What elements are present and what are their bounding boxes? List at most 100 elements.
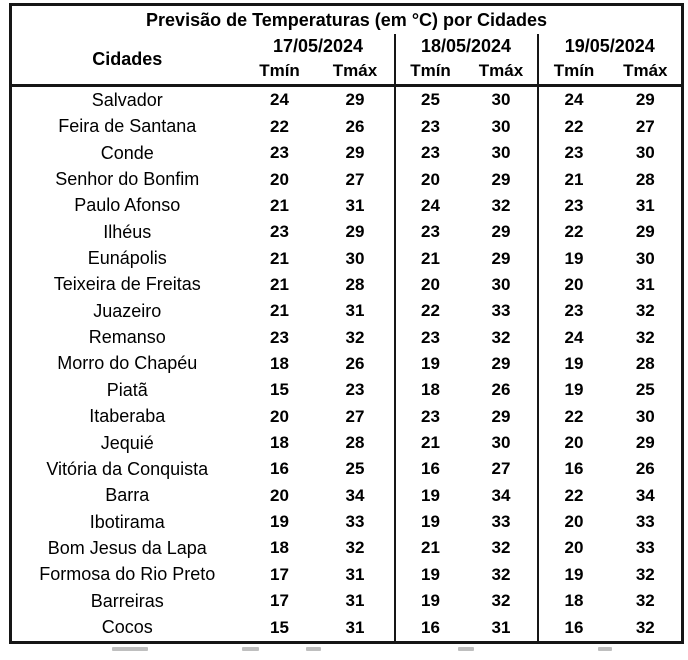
temp-cell: 20 [393,271,466,299]
temp-cell: 20 [536,271,610,299]
temp-cell: 18 [270,538,289,558]
temp-cell: 34 [345,485,365,505]
city-cell: Cocos [101,617,153,638]
temp-cell: 22 [536,219,610,246]
temp-cell: 30 [491,433,511,453]
temp-cell: 19 [536,350,610,378]
temp-cell: 33 [635,538,655,558]
table-row: Barreiras 17 31 19 32 18 32 [11,587,683,615]
temp-cell: 19 [536,245,610,272]
temp-cell: 25 [345,459,365,479]
temp-cell: 22 [536,113,610,141]
temp-cell: 29 [345,143,365,163]
temp-cell: 30 [345,248,365,268]
temp-cell: 21 [393,245,466,272]
temp-cell: 27 [345,169,365,189]
table-row: Barra 20 34 19 34 22 34 [11,482,683,509]
temp-cell: 30 [491,90,511,110]
temp-cell: 18 [393,377,466,404]
temp-cell: 19 [393,561,466,588]
city-cell: Feira de Santana [58,116,197,137]
temp-cell: 24 [393,192,466,220]
temp-cell: 23 [393,403,466,430]
temp-cell: 23 [393,113,466,141]
temp-cell: 32 [635,564,655,584]
temp-cell: 20 [270,485,289,505]
table-row: Jequié 18 28 21 30 20 29 [11,429,683,457]
date-header-1: 17/05/2024 [272,35,364,56]
temp-cell: 30 [491,143,511,163]
temp-cell: 19 [393,587,466,615]
table-row: Ilhéus 23 29 23 29 22 29 [11,219,683,246]
temp-cell: 23 [536,192,610,220]
temp-cell: 21 [270,301,289,321]
temp-cell: 32 [491,591,511,611]
temp-cell: 24 [270,90,289,110]
temp-cell: 27 [635,116,655,136]
tmin-header: Tmín [393,58,466,87]
temp-cell: 16 [393,614,466,643]
temp-cell: 29 [491,169,511,189]
temp-cell: 15 [270,380,289,400]
temp-cell: 21 [270,195,289,215]
table-row: Salvador 24 29 25 30 24 29 [11,85,683,114]
city-cell: Barra [105,485,150,506]
temp-cell: 23 [345,380,365,400]
temp-cell: 21 [270,248,289,268]
table-row: Itaberaba 20 27 23 29 22 30 [11,403,683,430]
temp-cell: 34 [491,485,511,505]
table-row: Bom Jesus da Lapa 18 32 21 32 20 33 [11,535,683,562]
temp-cell: 24 [536,85,610,114]
city-cell: Vitória da Conquista [46,458,209,479]
table-row: Vitória da Conquista 16 25 16 27 16 26 [11,456,683,483]
temp-cell: 30 [491,274,511,294]
tmax-header: Tmáx [316,58,395,87]
temp-cell: 33 [635,512,655,532]
date-header-2: 18/05/2024 [393,34,538,58]
temp-cell: 22 [270,116,289,136]
temp-cell: 22 [536,403,610,430]
city-column-header: Cidades [10,34,243,87]
temp-cell: 25 [393,85,466,114]
temp-cell: 30 [635,248,655,268]
temp-cell: 26 [491,380,511,400]
temp-cell: 23 [393,140,466,167]
temp-cell: 33 [345,512,365,532]
temp-cell: 20 [536,535,610,562]
temp-cell: 28 [345,433,365,453]
temp-cell: 32 [491,538,511,558]
city-cell: Remanso [88,327,166,348]
tmax-header: Tmáx [465,58,538,87]
temp-cell: 29 [345,90,365,110]
temp-cell: 32 [345,538,365,558]
temp-cell: 23 [536,298,610,325]
temp-cell: 32 [491,195,511,215]
temp-cell: 31 [345,301,365,321]
city-cell: Conde [100,142,154,163]
temp-cell: 16 [536,614,610,643]
temp-cell: 29 [345,222,365,242]
temp-cell: 29 [635,433,655,453]
temp-cell: 32 [635,301,655,321]
temp-cell: 21 [536,166,610,193]
table-row: Teixeira de Freitas 21 28 20 30 20 31 [11,271,683,299]
temp-cell: 18 [536,587,610,615]
temp-cell: 29 [635,222,655,242]
city-cell: Formosa do Rio Preto [39,564,216,585]
temp-cell: 23 [270,327,289,347]
clipped-row-artifact [112,647,148,651]
temp-cell: 18 [270,353,289,373]
table-row: Remanso 23 32 23 32 24 32 [11,324,683,351]
table-row: Senhor do Bonfim 20 27 20 29 21 28 [11,166,683,193]
temp-cell: 18 [270,433,289,453]
temp-cell: 23 [393,219,466,246]
temp-cell: 25 [635,380,655,400]
temp-cell: 34 [635,485,655,505]
temp-cell: 17 [270,591,289,611]
temp-cell: 33 [491,512,511,532]
temp-cell: 24 [536,324,610,351]
temp-cell: 31 [635,274,655,294]
city-cell: Itaberaba [89,406,166,427]
temp-cell: 19 [536,561,610,588]
temp-cell: 16 [270,459,289,479]
